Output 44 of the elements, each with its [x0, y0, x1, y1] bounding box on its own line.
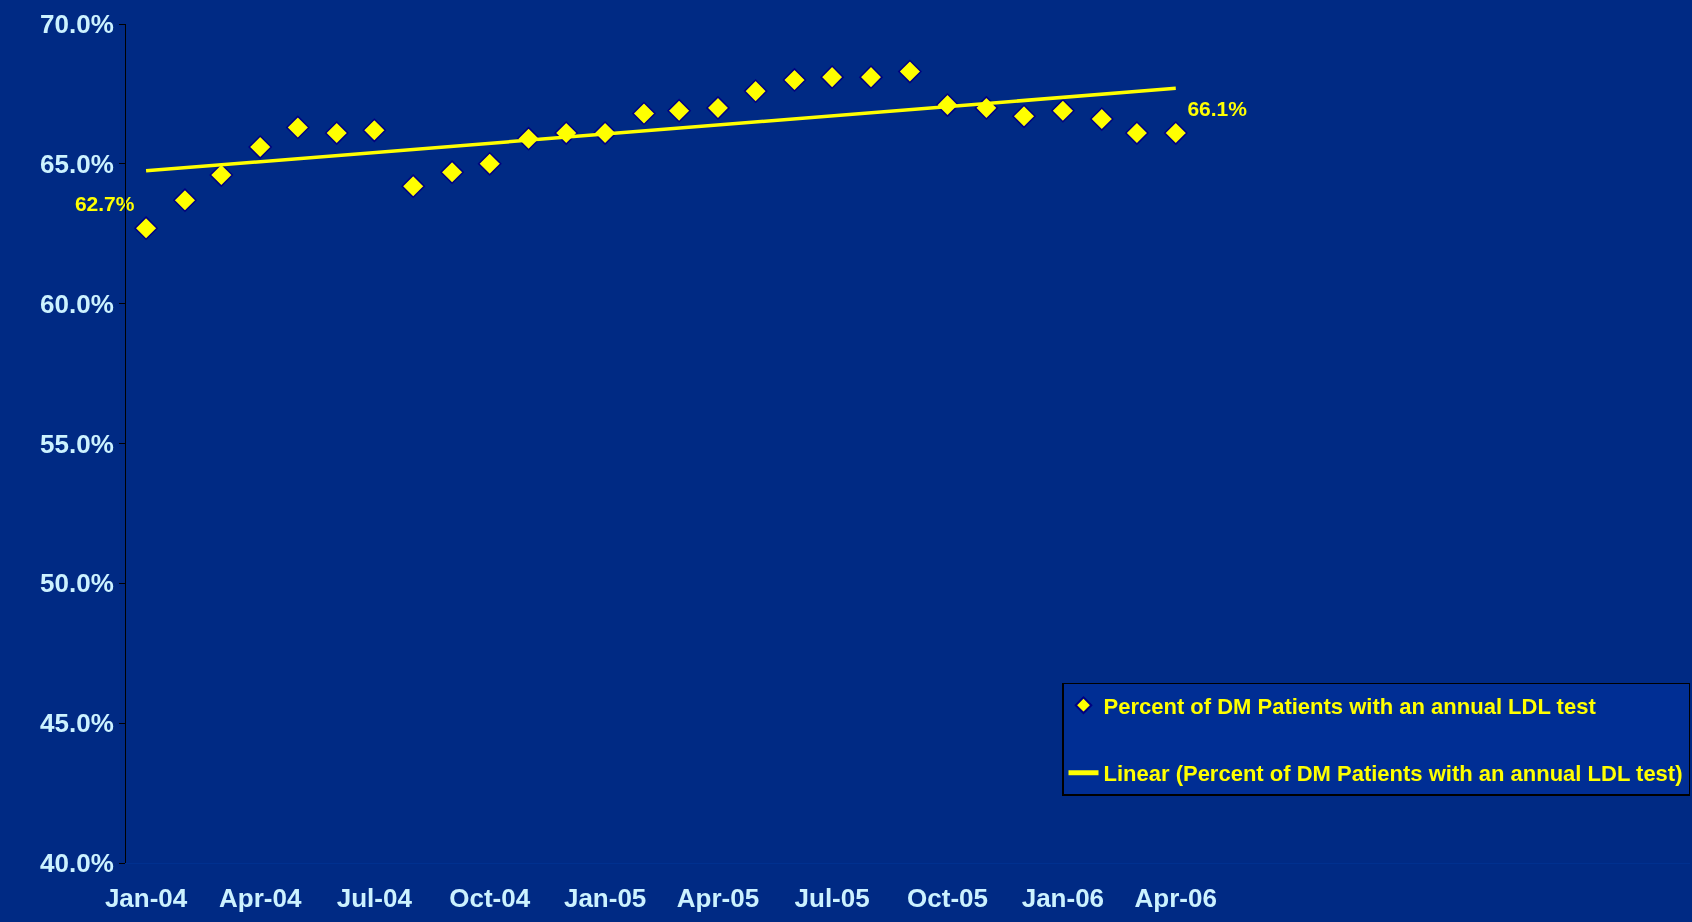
x-tick-label: Jan-05 [563, 883, 647, 914]
point [743, 79, 768, 103]
point [1051, 98, 1075, 123]
legend-label: Percent of DM Patients with an annual LDL test [1103, 693, 1597, 719]
x-tick-label: Apr-06 [1134, 883, 1217, 914]
y-tick-label: 40.0% [40, 848, 114, 879]
point [324, 121, 349, 145]
x-tick-label: Apr-05 [676, 883, 760, 914]
x-tick-label: Jan-04 [104, 883, 188, 914]
point [859, 65, 883, 89]
point [362, 118, 387, 143]
y-tick-label: 45.0% [40, 708, 114, 739]
point [248, 135, 272, 159]
point [706, 96, 730, 120]
x-tick-label: Jan-06 [1021, 883, 1105, 914]
point [477, 152, 502, 176]
point [1125, 121, 1149, 145]
point [898, 59, 922, 84]
y-tick-label: 70.0% [40, 9, 114, 40]
x-tick-label: Oct-04 [449, 883, 531, 914]
point [632, 101, 656, 126]
x-tick-label: Jul-04 [336, 883, 413, 914]
point [401, 174, 426, 199]
y-tick-label: 60.0% [40, 288, 114, 319]
data-label: 66.1% [1187, 97, 1248, 121]
x-tick-label: Jul-05 [794, 883, 870, 914]
y-tick-label: 50.0% [40, 568, 114, 599]
point [667, 98, 691, 123]
x-tick-label: Apr-04 [219, 883, 302, 914]
point [1089, 107, 1114, 131]
point [782, 68, 807, 92]
point [1012, 104, 1036, 129]
x-tick-label: Oct-05 [907, 883, 988, 914]
point [1163, 121, 1188, 145]
point [134, 216, 158, 240]
legend-label: Linear (Percent of DM Patients with an annual LDL test) [1103, 761, 1683, 787]
point [286, 115, 310, 140]
point [440, 160, 464, 185]
y-tick-label: 55.0% [40, 428, 114, 459]
y-tick-label: 65.0% [40, 148, 114, 179]
data-label: 62.7% [74, 192, 135, 216]
point [820, 65, 844, 89]
point [209, 163, 234, 187]
point [173, 188, 197, 212]
